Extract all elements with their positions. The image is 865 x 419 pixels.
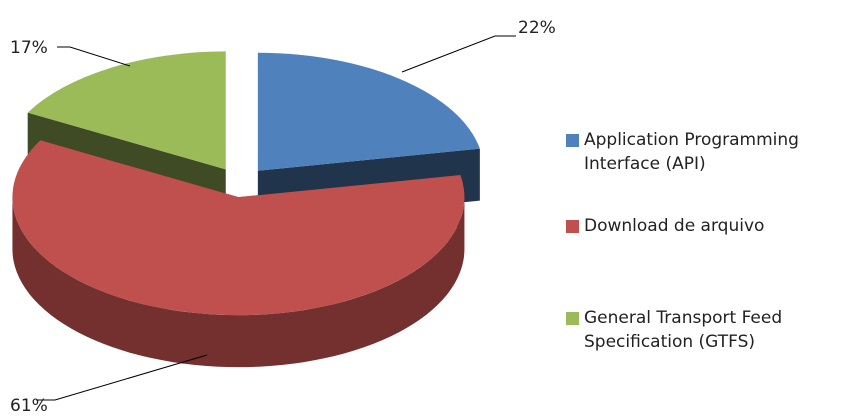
legend-label: Application Programming Interface (API) — [584, 130, 799, 174]
data-label: 17% — [10, 38, 48, 58]
data-label: 61% — [10, 396, 48, 416]
leader-line — [401, 35, 516, 73]
pie-slice — [12, 140, 465, 316]
leader-line — [57, 46, 131, 67]
pie-slice — [257, 52, 480, 171]
slice-side — [12, 197, 465, 368]
legend-label: General Transport Feed Specification (GT… — [584, 308, 783, 352]
legend-label: Download de arquivo — [584, 216, 765, 236]
legend-swatch — [566, 220, 579, 233]
leader-line — [36, 354, 208, 401]
data-label: 22% — [518, 18, 556, 38]
legend-swatch — [566, 134, 579, 147]
pie-slice — [27, 51, 226, 170]
legend-swatch — [566, 312, 579, 325]
